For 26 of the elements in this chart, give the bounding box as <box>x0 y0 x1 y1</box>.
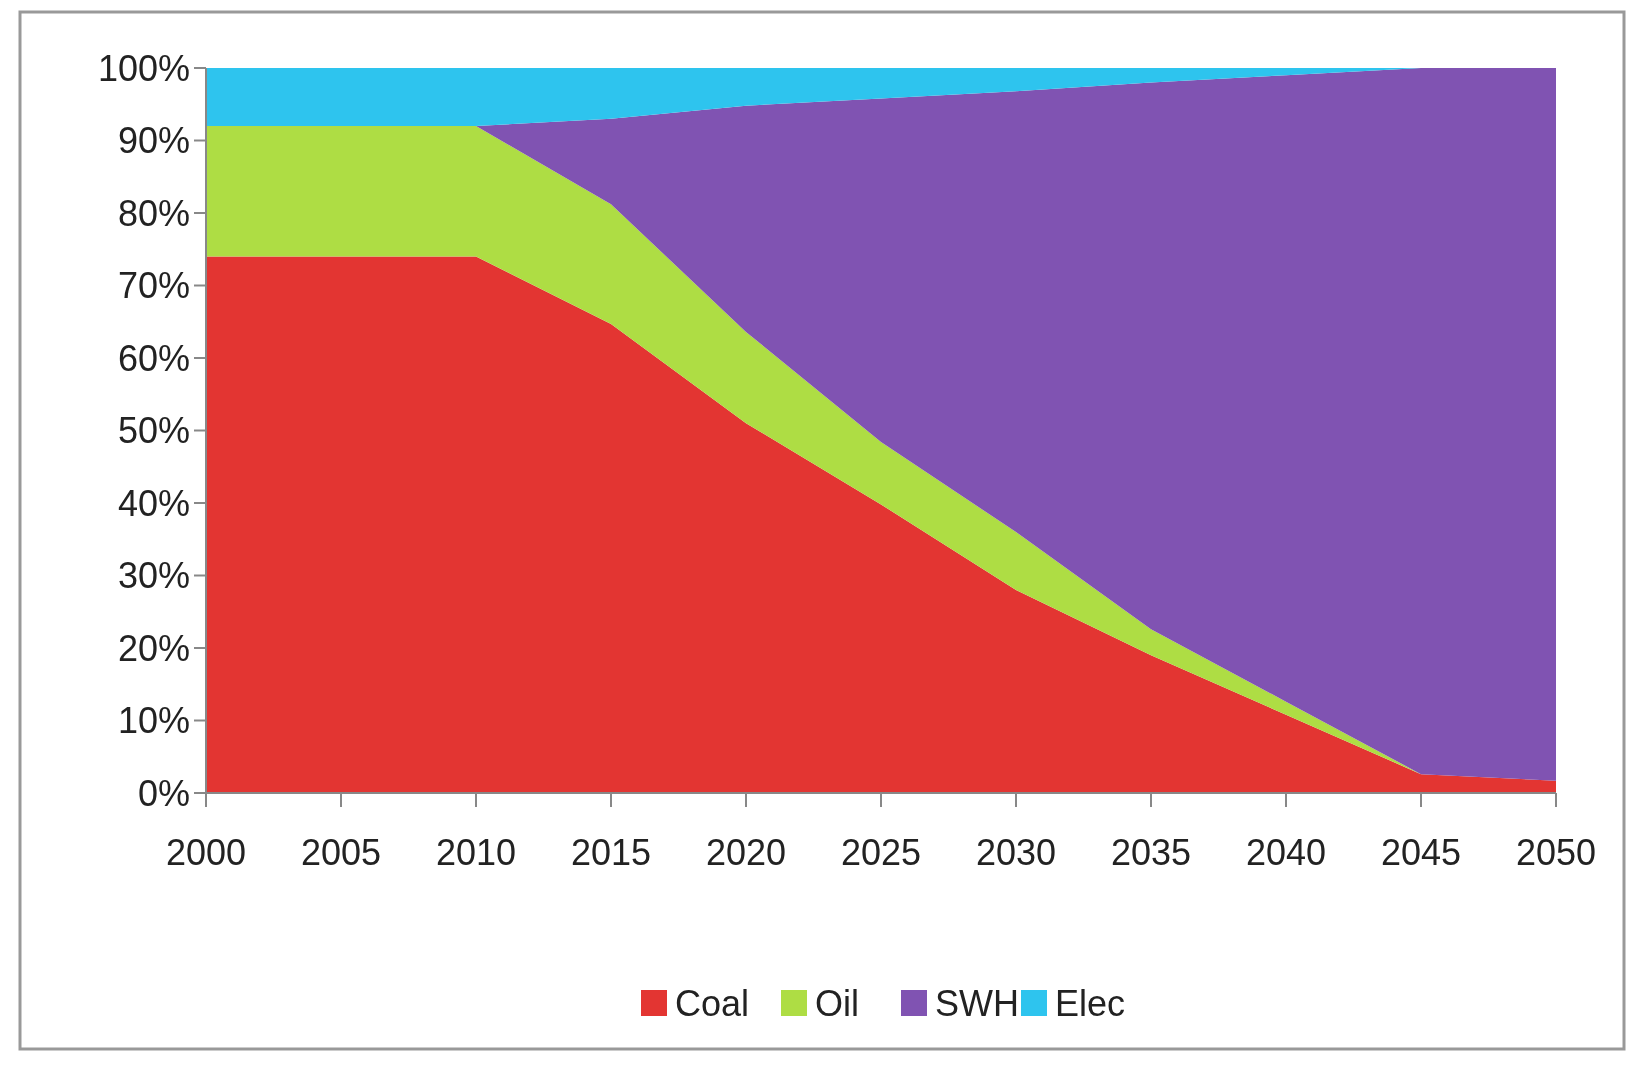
y-tick-label: 80% <box>117 192 190 234</box>
x-tick-label: 2025 <box>840 832 922 873</box>
y-tick-label: 100% <box>97 47 190 89</box>
x-tick-label: 2045 <box>1380 832 1462 873</box>
y-tick-label: 20% <box>117 627 190 669</box>
y-tick-label: 30% <box>117 555 190 597</box>
legend-label: Coal <box>675 982 750 1024</box>
x-tick-label: 2030 <box>975 832 1057 873</box>
y-tick-label: 40% <box>117 482 190 524</box>
x-tick-label: 2020 <box>705 832 787 873</box>
y-tick-label: 60% <box>117 337 190 379</box>
x-tick-label: 2015 <box>570 832 652 873</box>
legend-label: Elec <box>1055 982 1126 1024</box>
x-tick-label: 2035 <box>1110 832 1192 873</box>
y-tick-label: 70% <box>117 265 190 307</box>
x-tick-label: 2040 <box>1245 832 1327 873</box>
x-tick-label: 2050 <box>1515 832 1597 873</box>
legend-label: SWH <box>935 982 1019 1024</box>
x-tick-label: 2000 <box>165 832 247 873</box>
y-tick-label: 90% <box>117 120 190 162</box>
y-tick-label: 0% <box>137 772 190 814</box>
x-tick-label: 2010 <box>435 832 517 873</box>
legend-label: Oil <box>815 982 859 1024</box>
y-tick-label: 10% <box>117 700 190 742</box>
x-tick-label: 2005 <box>300 832 382 873</box>
y-tick-label: 50% <box>117 410 190 452</box>
